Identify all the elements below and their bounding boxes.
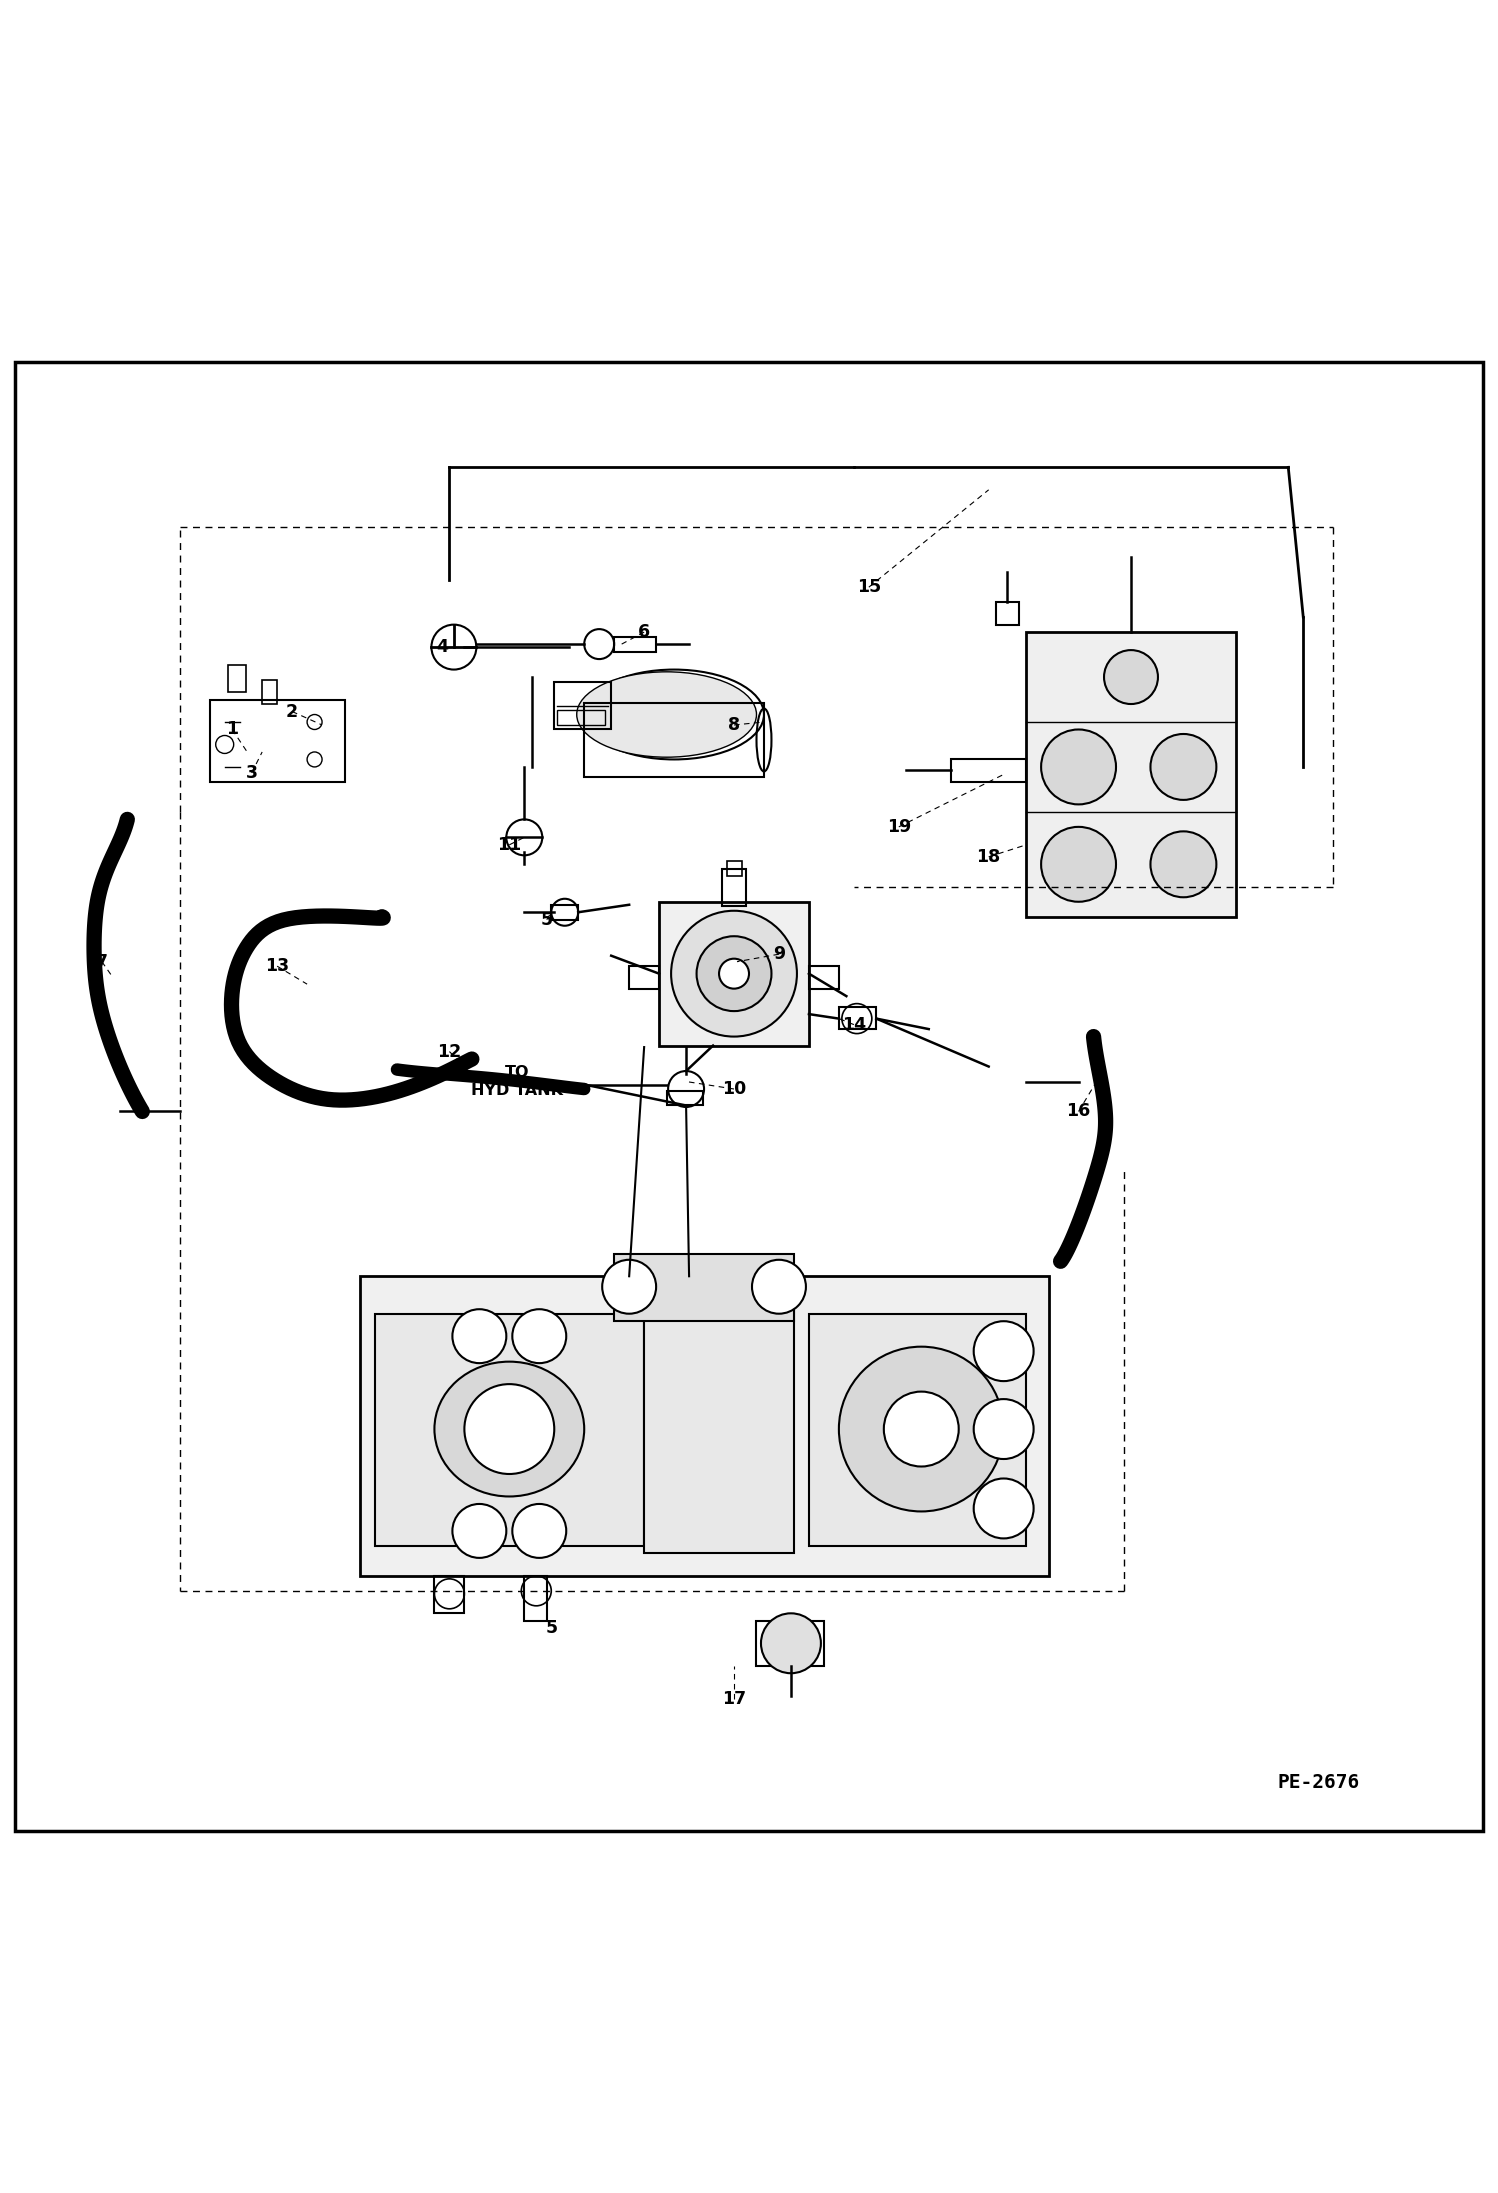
Bar	[722, 868, 746, 906]
Circle shape	[512, 1309, 566, 1364]
Circle shape	[307, 715, 322, 730]
Circle shape	[1150, 735, 1216, 800]
Text: 6: 6	[638, 623, 650, 640]
Bar	[551, 906, 578, 919]
Text: 13: 13	[265, 956, 289, 976]
Circle shape	[464, 1384, 554, 1474]
Bar	[1026, 632, 1236, 917]
Ellipse shape	[577, 671, 756, 757]
Bar	[659, 901, 809, 1046]
Bar	[557, 711, 605, 726]
Text: 1: 1	[226, 721, 238, 739]
Text: 2: 2	[286, 702, 298, 721]
Bar	[614, 636, 656, 651]
Circle shape	[452, 1504, 506, 1557]
Bar	[839, 1007, 876, 1029]
Circle shape	[761, 1614, 821, 1673]
Circle shape	[452, 1309, 506, 1364]
Text: 4: 4	[436, 638, 448, 656]
Text: 17: 17	[722, 1689, 746, 1708]
Text: 8: 8	[728, 715, 740, 735]
Text: 15: 15	[857, 579, 881, 596]
Bar	[629, 967, 659, 989]
Text: 14: 14	[842, 1015, 866, 1033]
Text: 19: 19	[887, 818, 911, 836]
Text: 7: 7	[96, 952, 108, 971]
Circle shape	[1150, 831, 1216, 897]
Bar	[228, 664, 246, 693]
Circle shape	[839, 1347, 1004, 1511]
Circle shape	[512, 1504, 566, 1557]
Circle shape	[216, 735, 234, 754]
Circle shape	[602, 1259, 656, 1314]
Bar	[809, 1314, 1026, 1546]
Text: 5: 5	[545, 1618, 557, 1638]
Bar	[727, 862, 742, 877]
Circle shape	[884, 1393, 959, 1467]
Bar	[996, 603, 1019, 625]
Circle shape	[307, 752, 322, 768]
Bar	[210, 700, 345, 783]
Circle shape	[719, 958, 749, 989]
Text: 10: 10	[722, 1079, 746, 1099]
Text: 9: 9	[773, 945, 785, 963]
Bar	[374, 1314, 644, 1546]
Circle shape	[697, 936, 771, 1011]
Text: 16: 16	[1067, 1103, 1091, 1121]
Text: 11: 11	[497, 836, 521, 853]
Text: 18: 18	[977, 849, 1001, 866]
Bar	[360, 1276, 1049, 1577]
Text: 5: 5	[541, 910, 553, 930]
Text: 12: 12	[437, 1042, 461, 1061]
Bar	[434, 1577, 464, 1614]
Circle shape	[752, 1259, 806, 1314]
Bar	[756, 1621, 824, 1667]
Bar	[614, 1254, 794, 1320]
Circle shape	[974, 1478, 1034, 1539]
Bar	[524, 1577, 547, 1621]
Circle shape	[1104, 649, 1158, 704]
Text: TO
HYD TANK: TO HYD TANK	[470, 1066, 563, 1099]
Circle shape	[671, 910, 797, 1037]
Bar	[554, 682, 611, 730]
Circle shape	[974, 1399, 1034, 1458]
Bar	[667, 1090, 703, 1105]
Bar	[262, 680, 277, 704]
Text: PE-2676: PE-2676	[1278, 1774, 1359, 1792]
Circle shape	[1041, 827, 1116, 901]
Text: 3: 3	[246, 763, 258, 783]
Circle shape	[974, 1320, 1034, 1382]
Bar	[644, 1298, 794, 1553]
Circle shape	[1041, 730, 1116, 805]
Bar	[809, 967, 839, 989]
Ellipse shape	[434, 1362, 584, 1496]
Bar	[584, 702, 764, 779]
Bar	[951, 759, 1026, 783]
